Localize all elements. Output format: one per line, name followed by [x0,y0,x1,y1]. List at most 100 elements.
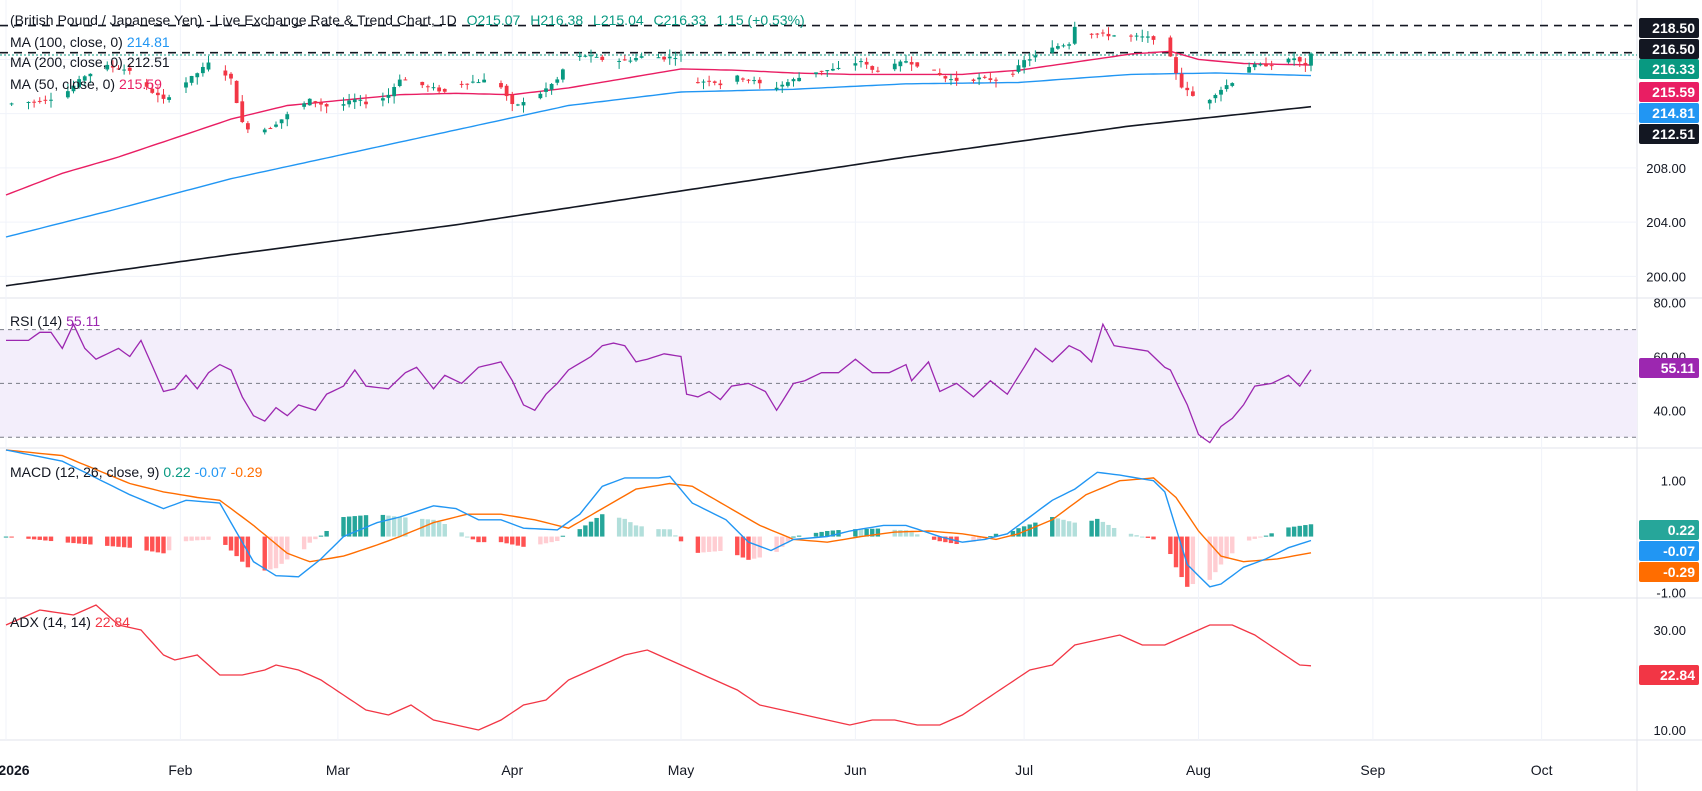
candle-body [735,75,740,82]
candle-body [1072,26,1077,44]
macd-histogram-bar [870,528,875,537]
candle [549,83,554,95]
macd-histogram-bar [706,536,712,552]
candle-body [184,82,188,88]
macd-histogram-bar [150,536,155,552]
macd-histogram-bar [858,529,864,537]
macd-histogram-bar [678,536,684,542]
candle [555,76,560,86]
candle-body [459,83,464,85]
macd-histogram-bar [481,536,487,543]
candle-body [319,102,323,105]
macd-histogram-bar [1263,535,1269,537]
macd-histogram-bar [622,518,627,537]
badge-macd-signal-text: -0.29 [1663,564,1695,580]
macd-histogram-bar [76,536,82,544]
macd-histogram-bar [183,536,189,542]
macd-histogram-bar [1269,533,1274,537]
candle-body [774,87,779,90]
candle [504,84,509,101]
macd-histogram-bar [830,530,836,537]
candle [1145,31,1150,43]
candle-body [932,69,937,71]
macd-histogram-bar [1055,518,1061,537]
macd-histogram-bar [661,529,667,537]
candle-body [1297,57,1302,62]
candle-body [200,66,205,74]
x-axis[interactable]: 2026 Feb Mar Apr May Jun Jul Aug Sep Oct [0,762,1553,778]
candle [1185,81,1190,97]
candle-body [859,61,863,63]
legend-macd-label: MACD (12, 26, close, 9) [10,464,160,480]
macd-histogram-bar [588,521,594,537]
adx-line [5,604,1312,731]
candle [1207,98,1212,110]
candle-body [110,65,115,68]
candle [583,55,588,58]
rsi-tick-label: 80.00 [1653,296,1686,311]
legend-macd[interactable]: MACD (12, 26, close, 9) 0.22 -0.07 -0.29 [10,464,262,480]
candle-body [560,69,565,80]
candle-body [892,63,897,70]
candle [319,98,323,112]
candle [712,80,717,86]
macd-histogram-bar [262,536,267,571]
legend-ma200[interactable]: MA (200, close, 0) 212.51 [10,54,170,70]
candle-body [43,99,48,101]
candle [521,97,526,113]
legend-rsi[interactable]: RSI (14) 55.11 [10,313,100,329]
candle [656,53,661,59]
macd-histogram-bar [37,536,42,540]
legend-ma100-label: MA (100, close, 0) [10,34,123,50]
candle-body [549,84,554,90]
chart-header: (British Pound / Japanese Yen) - Live Ex… [10,12,805,28]
candle [774,81,779,92]
legend-ma100[interactable]: MA (100, close, 0) 214.81 [10,34,170,50]
candle [77,75,82,89]
macd-histogram-bar [1050,517,1055,537]
y-axis[interactable]: 200.00204.00208.0040.0060.0080.00-1.001.… [1646,161,1686,738]
candle-body [240,101,245,123]
candle-body [830,68,835,71]
candle-body [324,104,329,107]
badge-ma50-text: 215.59 [1652,84,1695,100]
candle [240,95,245,124]
macd-histogram-bar [442,524,447,537]
macd-histogram-bar [324,530,329,537]
candle-body [71,85,76,92]
candle-body [223,70,228,76]
macd-histogram-bar [425,519,431,537]
x-tick-label: Oct [1531,762,1553,778]
candle-body [1140,36,1145,38]
candle-body [245,123,250,130]
macd-histogram-bar [195,536,200,541]
macd-histogram-bar [363,515,369,537]
badge-rsi-bg [1639,358,1699,378]
macd-histogram-bar [1016,528,1021,537]
candle-body [397,79,402,87]
legend-ma50[interactable]: MA (50, close, 0) 215.59 [10,76,162,92]
candle-body [510,94,515,105]
macd-histogram-bar [538,536,543,545]
candle-body [740,78,745,80]
adx-tick-label: 10.00 [1653,723,1686,738]
badge-ma100: 214.81 [1639,103,1699,123]
macd-histogram-bar [127,536,132,548]
candle [341,97,346,111]
macd-histogram-bar [667,529,672,537]
macd-histogram-bar [813,532,819,537]
candle-body [307,98,312,106]
macd-histogram-bar [65,536,71,543]
candle-body [909,62,914,65]
candle-body [1016,65,1021,72]
badge-last-price-bg [1639,59,1699,79]
macd-histogram-bar [161,536,166,554]
candle-body [37,100,42,102]
price-tick-label: 200.00 [1646,269,1686,284]
legend-rsi-label: RSI (14) [10,313,63,329]
candle [1213,93,1218,103]
candle [364,94,368,109]
candle [1033,50,1038,62]
legend-adx[interactable]: ADX (14, 14) 22.84 [10,614,130,630]
x-tick-label: Apr [501,762,523,778]
